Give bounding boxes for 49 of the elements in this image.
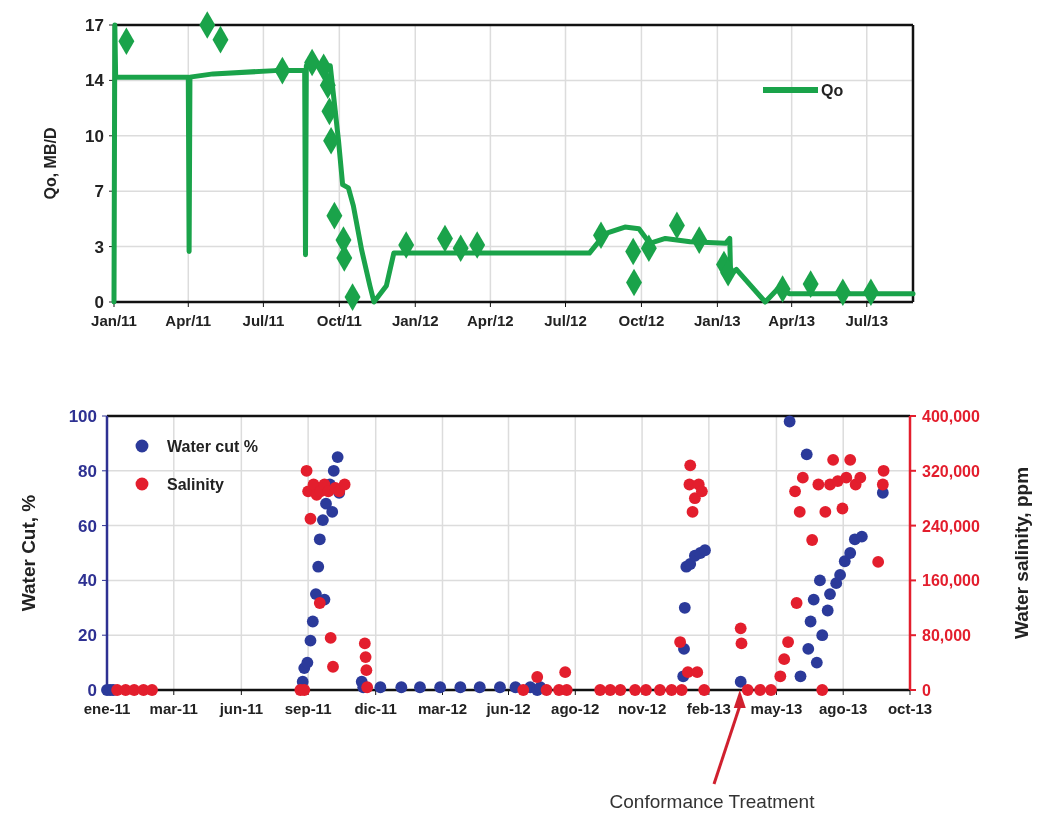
x-tick-label: ago-12	[551, 700, 600, 717]
y-axis-title: Qo, MB/D	[42, 127, 59, 200]
y2-tick-label: 400,000	[922, 408, 980, 425]
x-tick-label: Oct/12	[618, 312, 665, 329]
y-tick-label: 40	[78, 571, 97, 591]
x-tick-label: Jul/12	[544, 312, 587, 329]
x-tick-label: Apr/13	[768, 312, 816, 329]
x-tick-label: jun-12	[485, 700, 531, 717]
y2-tick-label: 160,000	[922, 572, 980, 590]
x-tick-label: feb-13	[686, 700, 731, 717]
y2-axis-title: Water salinity, ppm	[1011, 466, 1032, 640]
legend-label: Water cut %	[167, 438, 258, 455]
x-tick-label: Jan/11	[91, 312, 137, 329]
x-tick-label: sep-11	[284, 700, 332, 717]
y-tick-label: 3	[94, 237, 104, 257]
y-tick-label: 17	[85, 16, 104, 35]
x-tick-label: Jul/11	[242, 312, 285, 329]
y-tick-label: 7	[94, 182, 104, 202]
y-tick-label: 100	[68, 407, 97, 426]
y-tick-label: 0	[87, 681, 97, 700]
y2-tick-label: 80,000	[922, 627, 972, 645]
x-tick-label: may-13	[750, 700, 803, 717]
y-tick-label: 10	[85, 126, 104, 146]
y-tick-label: 60	[78, 516, 97, 536]
x-tick-label: Apr/12	[467, 312, 514, 329]
text: Conformance Treatment	[609, 791, 816, 812]
x-tick-label: Jan/12	[391, 312, 439, 329]
y-axis-title: Water Cut, %	[18, 494, 39, 612]
x-tick-label: Jul/13	[845, 312, 889, 329]
x-tick-label: jun-11	[218, 700, 264, 717]
y-tick-label: 14	[85, 71, 105, 91]
y2-tick-label: 0	[922, 682, 931, 699]
y-tick-label: 20	[78, 626, 97, 646]
x-tick-label: nov-12	[617, 700, 667, 717]
legend-label: Qo	[821, 82, 844, 99]
x-tick-label: ene-11	[83, 700, 131, 717]
x-tick-label: Oct/11	[316, 312, 362, 329]
x-tick-label: Jan/13	[694, 312, 741, 329]
y-tick-label: 80	[78, 461, 97, 481]
y-tick-label: 0	[94, 293, 104, 312]
x-tick-label: ago-13	[819, 700, 868, 717]
y2-tick-label: 320,000	[922, 462, 980, 480]
y2-tick-label: 240,000	[922, 517, 980, 535]
x-tick-label: mar-11	[149, 700, 198, 717]
x-tick-label: Apr/11	[165, 312, 212, 329]
x-tick-label: dic-11	[354, 700, 397, 717]
x-tick-label: mar-12	[417, 700, 468, 717]
legend-label: Salinity	[167, 476, 225, 493]
x-tick-label: oct-13	[887, 700, 933, 717]
